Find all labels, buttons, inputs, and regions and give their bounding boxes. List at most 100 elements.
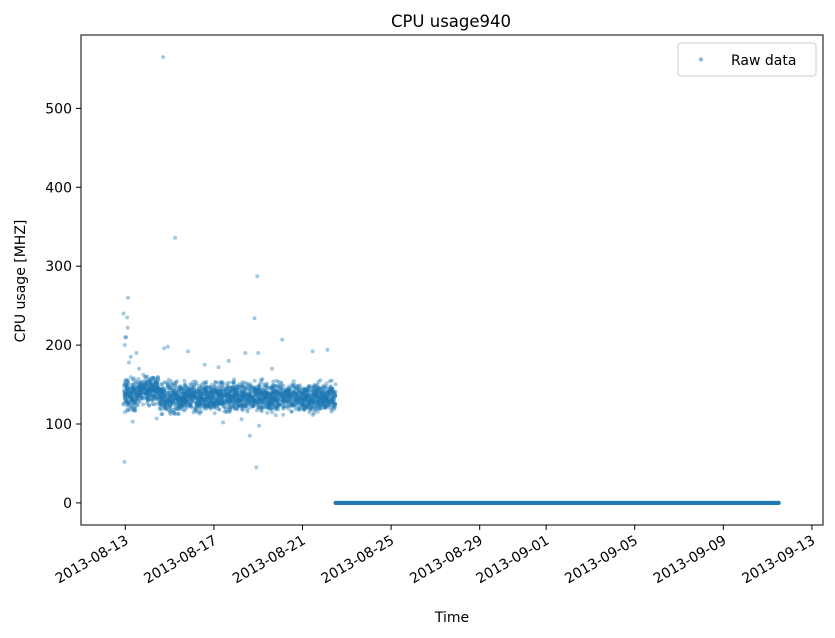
data-point <box>159 391 163 396</box>
data-point <box>144 382 149 387</box>
data-point <box>159 388 164 393</box>
data-point <box>331 393 336 398</box>
data-point <box>176 390 181 395</box>
data-point <box>293 397 298 402</box>
data-point <box>281 393 286 398</box>
data-point <box>272 397 276 402</box>
data-point <box>267 402 272 407</box>
data-point <box>147 385 151 390</box>
data-point <box>305 399 310 404</box>
data-point <box>284 392 289 397</box>
data-point <box>144 396 149 400</box>
data-point <box>316 379 321 384</box>
data-point <box>155 390 160 394</box>
data-point <box>148 389 153 394</box>
data-point <box>267 393 272 398</box>
data-point <box>148 379 153 384</box>
data-point <box>222 401 227 406</box>
data-point <box>285 395 290 400</box>
data-point <box>184 399 189 404</box>
data-point <box>311 386 316 391</box>
data-point <box>274 391 279 396</box>
data-point <box>198 396 202 401</box>
data-point <box>220 401 225 405</box>
data-point <box>130 397 134 402</box>
data-point <box>136 397 141 402</box>
data-point <box>235 391 240 396</box>
data-point <box>243 397 248 402</box>
data-point <box>275 389 280 394</box>
data-point <box>220 401 225 406</box>
data-point <box>219 384 224 389</box>
data-point <box>151 387 156 392</box>
data-point <box>333 404 338 409</box>
data-point <box>204 387 208 392</box>
data-point <box>240 391 245 396</box>
data-point <box>149 397 154 402</box>
data-point <box>154 380 159 385</box>
data-point <box>162 395 167 400</box>
data-point <box>306 385 311 390</box>
data-point <box>275 397 280 402</box>
data-point <box>129 393 134 398</box>
data-point <box>167 404 172 409</box>
data-point <box>177 388 182 392</box>
data-point <box>149 383 154 388</box>
data-point <box>149 385 153 390</box>
data-point <box>252 392 257 397</box>
data-point <box>175 397 180 401</box>
data-point <box>153 376 158 381</box>
data-point <box>186 391 191 396</box>
data-point <box>315 393 320 398</box>
data-point <box>241 393 246 398</box>
data-point <box>124 385 129 390</box>
data-point <box>128 354 133 359</box>
data-point <box>243 397 248 402</box>
data-point <box>232 379 236 384</box>
data-point <box>281 400 286 405</box>
data-point <box>145 378 150 383</box>
data-point <box>298 403 303 408</box>
data-point <box>225 394 230 399</box>
data-point <box>148 389 152 394</box>
data-point <box>330 386 335 391</box>
data-point <box>182 396 187 401</box>
y-tick-label: 400 <box>45 180 72 196</box>
data-point <box>149 381 154 386</box>
data-point <box>215 391 220 396</box>
data-point <box>304 388 309 393</box>
data-point <box>173 391 178 396</box>
data-point <box>217 393 222 398</box>
data-point <box>280 399 285 404</box>
data-point <box>158 394 163 399</box>
data-point <box>183 399 188 404</box>
data-point <box>314 389 319 394</box>
data-point <box>240 394 245 399</box>
data-point <box>240 398 245 403</box>
data-point <box>165 395 169 400</box>
data-point <box>153 380 158 385</box>
data-point <box>202 404 207 409</box>
data-point <box>150 395 155 400</box>
data-point <box>314 390 319 395</box>
data-point <box>224 409 229 414</box>
data-point <box>259 401 264 406</box>
data-point <box>324 391 329 396</box>
data-point <box>284 404 289 409</box>
data-point <box>219 393 224 398</box>
data-point <box>124 383 128 388</box>
data-point <box>126 391 131 396</box>
data-point <box>286 394 291 399</box>
data-point <box>280 395 284 400</box>
data-point <box>133 397 138 402</box>
data-point <box>125 391 130 396</box>
data-point <box>231 389 236 394</box>
data-point <box>293 392 298 397</box>
data-point <box>287 397 292 402</box>
data-point <box>147 391 152 396</box>
data-point <box>123 382 128 387</box>
data-point <box>321 383 326 388</box>
data-point <box>304 389 309 394</box>
data-point <box>169 382 174 387</box>
data-point <box>168 397 173 402</box>
